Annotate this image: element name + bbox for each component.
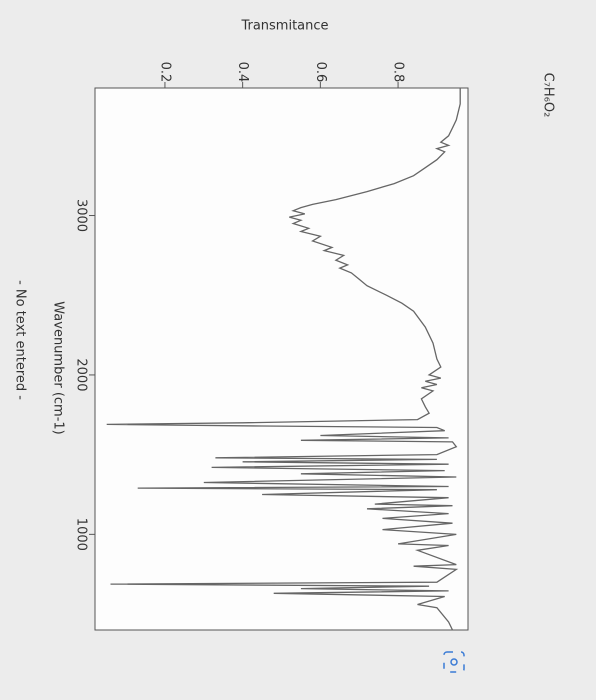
screenshot-icon[interactable] xyxy=(443,651,465,673)
x-tick-label: 1000 xyxy=(74,518,89,551)
note: - No text entered - xyxy=(13,280,28,400)
y-tick-label: 0.2 xyxy=(157,62,172,83)
plot-frame xyxy=(94,87,469,631)
y-axis-label: Transmitance xyxy=(240,19,328,34)
x-axis-label: Wavenumber (cm-1) xyxy=(51,301,66,434)
chart-title: C₇H₆O₂ xyxy=(541,73,556,118)
spectrum-line xyxy=(106,88,461,631)
y-tick-label: 0.6 xyxy=(313,62,328,83)
y-tick-label: 0.8 xyxy=(391,62,406,83)
icon-frame[interactable] xyxy=(443,651,465,673)
x-tick-label: 2000 xyxy=(74,358,89,391)
icon-dot[interactable] xyxy=(450,658,458,666)
y-tick-label: 0.4 xyxy=(235,62,250,83)
x-tick-label: 3000 xyxy=(74,199,89,232)
